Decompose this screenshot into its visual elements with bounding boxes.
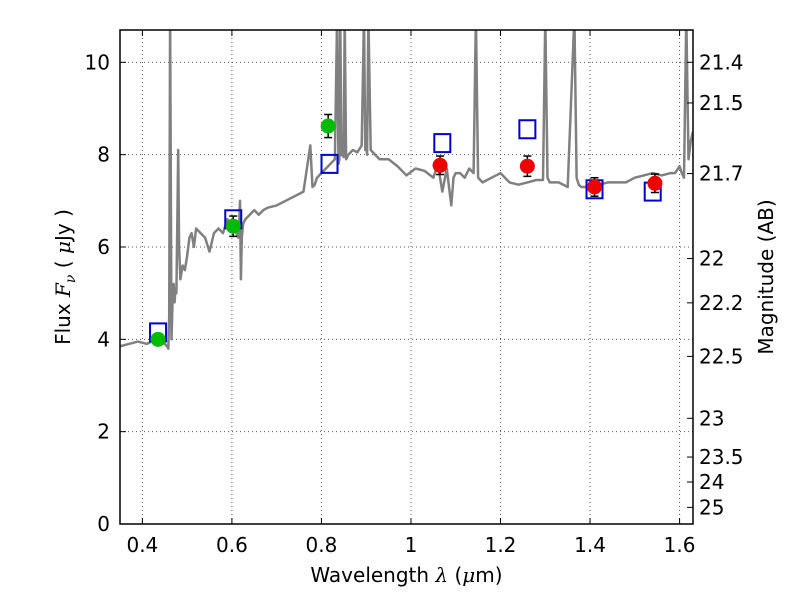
plot-frame [119, 29, 694, 525]
magnitude-tick-label: 22.5 [699, 344, 744, 368]
magnitude-tick-label: 21.5 [699, 91, 744, 115]
x-tick-label: 0.4 [126, 533, 158, 557]
grid [120, 30, 693, 525]
photometry-point [647, 175, 663, 191]
x-tick-label: 1.6 [664, 533, 696, 557]
x-tick-label: 1 [405, 533, 418, 557]
x-tick-label: 1.2 [485, 533, 517, 557]
y-tick-label: 4 [97, 327, 110, 351]
magnitude-tick-label: 22 [699, 247, 724, 271]
photometry-point [432, 157, 448, 173]
x-tick-label: 0.8 [306, 533, 338, 557]
magnitude-tick-label: 25 [699, 495, 724, 519]
y-tick-label: 0 [97, 512, 110, 536]
photometry-point [320, 118, 336, 134]
x-tick-label: 0.6 [216, 533, 248, 557]
y-tick-label: 8 [97, 143, 110, 167]
y-axis-title: Flux Fν ( μJy ) [51, 209, 79, 345]
magnitude-tick-label: 23 [699, 406, 724, 430]
photometry-point [587, 179, 603, 195]
y-tick-label: 10 [85, 50, 110, 74]
photometry-point [519, 158, 535, 174]
plot-area [120, 30, 693, 350]
x-tick-label: 1.4 [574, 533, 606, 557]
y-tick-label: 2 [97, 420, 110, 444]
magnitude-tick-label: 21.7 [699, 162, 744, 186]
magnitude-tick-label: 24 [699, 470, 724, 494]
model-box-marker [320, 153, 339, 174]
photometry-point [225, 218, 241, 234]
y-tick-label: 6 [97, 235, 110, 259]
magnitude-tick-label: 21.4 [699, 50, 744, 74]
magnitude-tick-label: 22.2 [699, 291, 744, 315]
magnitude-axis-title: Magnitude (AB) [754, 199, 778, 354]
model-box-marker [433, 133, 452, 154]
photometry-point [150, 331, 166, 347]
model-box-marker [518, 119, 537, 140]
magnitude-tick-label: 23.5 [699, 445, 744, 469]
spectrum-line [120, 30, 693, 350]
x-axis-title: Wavelength λ (μm) [310, 563, 502, 587]
